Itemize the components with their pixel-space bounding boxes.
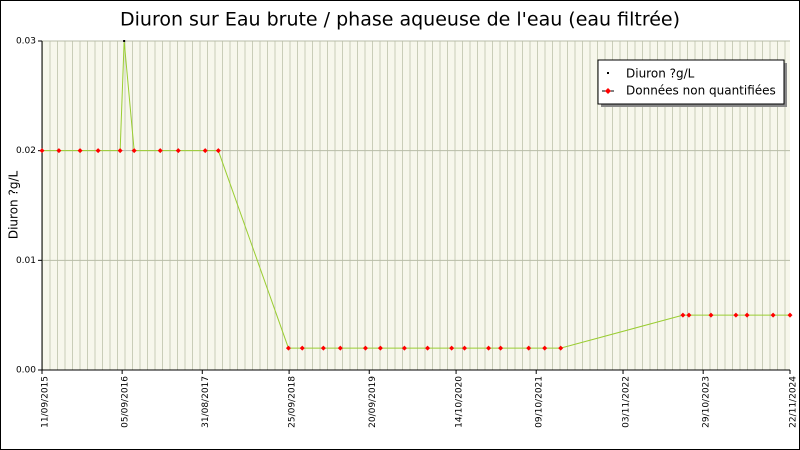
data-point xyxy=(123,40,126,42)
data-point-non-quantified xyxy=(215,148,221,154)
data-point-non-quantified xyxy=(526,345,532,351)
y-tick-label: 0.02 xyxy=(16,146,36,156)
data-point-non-quantified xyxy=(362,345,368,351)
legend-marker xyxy=(605,88,611,94)
data-point-non-quantified xyxy=(77,148,83,154)
x-tick-label: 20/09/2019 xyxy=(368,376,378,428)
data-point-non-quantified xyxy=(285,345,291,351)
x-tick-label: 11/09/2015 xyxy=(41,376,51,428)
data-point-non-quantified xyxy=(320,345,326,351)
legend-label: Données non quantifiées xyxy=(626,84,776,98)
x-tick-label: 14/10/2020 xyxy=(455,376,465,428)
y-axis-label: Diuron ?g/L xyxy=(7,171,21,240)
data-point-non-quantified xyxy=(744,312,750,318)
data-point-non-quantified xyxy=(733,312,739,318)
x-tick-label: 03/11/2022 xyxy=(622,376,632,428)
data-point-non-quantified xyxy=(175,148,181,154)
data-point-non-quantified xyxy=(157,148,163,154)
data-point-non-quantified xyxy=(770,312,776,318)
data-point-non-quantified xyxy=(708,312,714,318)
legend-label: Diuron ?g/L xyxy=(626,67,695,81)
x-tick-label: 29/10/2023 xyxy=(702,376,712,428)
data-point-non-quantified xyxy=(39,148,45,154)
legend xyxy=(597,59,785,105)
chart-title: Diuron sur Eau brute / phase aqueuse de … xyxy=(120,9,680,31)
data-point-non-quantified xyxy=(425,345,431,351)
data-point-non-quantified xyxy=(56,148,62,154)
data-point-non-quantified xyxy=(542,345,548,351)
x-tick-label: 09/10/2021 xyxy=(535,376,545,428)
data-point-non-quantified xyxy=(449,345,455,351)
y-tick-label: 0.00 xyxy=(16,366,36,376)
data-point-non-quantified xyxy=(498,345,504,351)
data-point-non-quantified xyxy=(558,345,564,351)
data-point-non-quantified xyxy=(486,345,492,351)
x-tick-label: 25/09/2018 xyxy=(288,376,298,428)
data-point-non-quantified xyxy=(202,148,208,154)
data-point-non-quantified xyxy=(686,312,692,318)
data-point-non-quantified xyxy=(95,148,101,154)
data-point-non-quantified xyxy=(462,345,468,351)
data-point-non-quantified xyxy=(787,312,793,318)
x-tick-label: 05/09/2016 xyxy=(121,376,131,428)
y-tick-label: 0.03 xyxy=(16,37,36,47)
data-point-non-quantified xyxy=(680,312,686,318)
legend-marker xyxy=(607,72,609,74)
y-tick-label: 0.01 xyxy=(16,256,36,266)
data-point-non-quantified xyxy=(117,148,123,154)
data-point-non-quantified xyxy=(131,148,137,154)
data-point-non-quantified xyxy=(401,345,407,351)
data-point-non-quantified xyxy=(337,345,343,351)
x-tick-label: 22/11/2024 xyxy=(789,376,799,428)
data-point-non-quantified xyxy=(299,345,305,351)
data-point-non-quantified xyxy=(377,345,383,351)
x-tick-label: 31/08/2017 xyxy=(201,376,211,428)
